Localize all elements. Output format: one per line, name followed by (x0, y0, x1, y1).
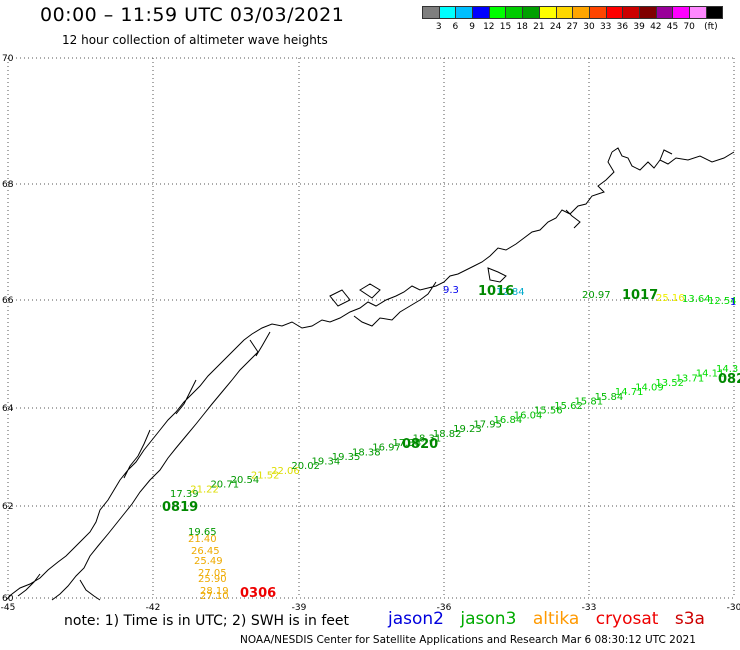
wave-height-label: 12.84 (496, 287, 525, 298)
footnote: note: 1) Time is in UTC; 2) SWH is in fe… (64, 613, 350, 629)
color-scale-label: 45 (666, 22, 679, 32)
satellite-legend: jason2 jason3 altika cryosat s3a (388, 609, 716, 629)
wave-height-label: 25.49 (194, 556, 223, 567)
color-scale-label: (ft) (704, 22, 718, 32)
longitude-label: -45 (1, 603, 16, 613)
wave-height-label: 18.31 (413, 433, 442, 444)
color-scale-label: 42 (650, 22, 662, 32)
wave-height-label: 1 (730, 297, 736, 308)
wave-height-label: 27.10 (200, 591, 229, 602)
color-scale-label: 9 (469, 22, 475, 32)
wave-height-label: 25.90 (198, 574, 227, 585)
wave-height-label: 20.71 (210, 480, 239, 491)
credit-footer: NOAA/NESDIS Center for Satellite Applica… (240, 634, 696, 646)
wave-height-label: 18.82 (433, 429, 462, 440)
wave-height-label: 17.39 (170, 489, 199, 500)
pass-time-label: 082 (718, 372, 740, 387)
wave-height-label: 20.54 (231, 475, 260, 486)
color-scale-label: 36 (616, 22, 629, 32)
wave-height-label: 14.71 (615, 387, 644, 398)
legend-altika: altika (532, 609, 580, 629)
color-scale-label: 12 (483, 22, 495, 32)
wave-height-label: 27.05 (198, 568, 227, 579)
latitude-label: 70 (2, 54, 14, 64)
pass-time-label: 0306 (240, 586, 276, 601)
latitude-label: 68 (2, 180, 14, 190)
wave-height-label: 15.81 (574, 396, 603, 407)
color-scale-label: 3 (435, 22, 442, 32)
color-swatch (705, 6, 724, 19)
wave-height-label: 20.02 (291, 461, 320, 472)
longitude-label: -39 (292, 603, 307, 613)
wave-height-label: 14.3 (716, 364, 738, 375)
wave-height-label: 21.52 (251, 470, 280, 481)
color-scale-label: 33 (599, 22, 612, 32)
longitude-labels: -45 -42 -39 -36 -33 -30 (1, 603, 740, 613)
wave-height-label: 15.62 (554, 401, 583, 412)
color-scale-label: 6 (452, 22, 459, 32)
wave-height-label: 20.97 (582, 290, 611, 301)
pass-time-label: 0819 (162, 500, 198, 515)
wave-height-label: 13.64 (682, 294, 711, 305)
wave-height-label: 19.23 (453, 424, 482, 435)
latitude-labels: 70 68 66 64 62 60 (2, 54, 14, 604)
color-scale-label: 39 (633, 22, 645, 32)
wave-height-label: 16.04 (514, 410, 543, 421)
wave-height-label: 22.06 (271, 466, 300, 477)
wave-height-label: 17.95 (473, 420, 502, 431)
legend-cryosat: cryosat (595, 609, 659, 629)
color-scale-bar (422, 6, 724, 19)
wave-height-label: 15.56 (534, 406, 563, 417)
wave-height-label: 15.84 (595, 392, 624, 403)
color-scale-labels: 3 6 9 12 15 18 21 24 27 30 33 36 39 42 45 70 (ft) (422, 22, 740, 34)
latitude-label: 64 (2, 404, 14, 414)
wave-height-label: 14.09 (635, 383, 664, 394)
wave-height-label: 14.11 (696, 369, 725, 380)
pass-time-label: 0820 (402, 437, 438, 452)
wave-height-label: 19.34 (312, 457, 341, 468)
wave-height-label: 28.19 (200, 586, 229, 597)
greenland-coastline (5, 147, 735, 601)
legend-jason3: jason3 (460, 609, 517, 629)
lat-lon-grid (7, 57, 735, 599)
wave-height-label: 17.38 (392, 438, 421, 449)
wave-height-label: 19.35 (332, 452, 361, 463)
longitude-label: -42 (146, 603, 161, 613)
longitude-label: -30 (727, 603, 740, 613)
wave-height-label: 16.84 (494, 415, 523, 426)
wave-height-label: 13.71 (676, 373, 705, 384)
longitude-label: -36 (437, 603, 452, 613)
latitude-label: 62 (2, 502, 13, 512)
color-scale-label: 30 (583, 22, 595, 32)
wave-height-label: 16.97 (372, 443, 401, 454)
pass-time-label: 1017 (622, 288, 658, 303)
wave-height-label: 26.45 (191, 546, 220, 557)
page-title: 00:00 – 11:59 UTC 03/03/2021 (40, 4, 345, 26)
color-scale-label: 27 (566, 22, 579, 32)
wave-height-label: 21.22 (190, 484, 219, 495)
wave-height-label: 18.38 (352, 447, 381, 458)
pass-time-label: 1016 (478, 284, 514, 299)
wave-height-label: 25.16 (656, 293, 685, 304)
color-scale-label: 15 (499, 22, 512, 32)
wave-height-label: 21.40 (188, 534, 217, 545)
wave-height-label: 13.52 (655, 378, 684, 389)
wave-height-label: 12.54 (708, 296, 737, 307)
longitude-label: -33 (582, 603, 597, 613)
legend-jason2: jason2 (388, 609, 444, 629)
color-scale-label: 18 (516, 22, 528, 32)
latitude-label: 66 (2, 296, 14, 306)
wave-height-label: 19.65 (188, 527, 217, 538)
wave-height-label: 9.3 (443, 285, 459, 296)
page-subtitle: 12 hour collection of altimeter wave hei… (62, 33, 328, 47)
color-scale-label: 21 (533, 22, 545, 32)
latitude-label: 60 (2, 594, 14, 604)
color-scale-label: 70 (683, 22, 695, 32)
legend-s3a: s3a (674, 609, 705, 629)
color-scale-label: 24 (549, 22, 562, 32)
